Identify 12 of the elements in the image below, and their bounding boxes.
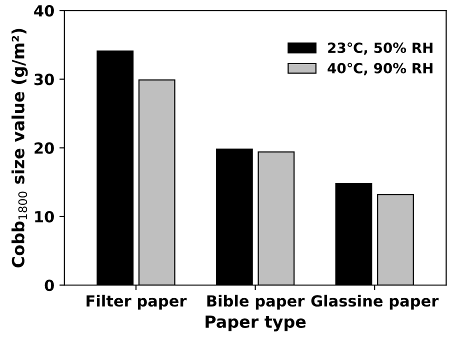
x-axis-title: Paper type	[206, 316, 306, 332]
x-tick-label: Filter paper	[86, 294, 187, 310]
legend-label: 23℃, 50% RH	[328, 42, 432, 55]
y-tick-label: 10	[35, 210, 54, 222]
x-tick-label: Bible paper	[207, 294, 305, 310]
y-tick-label: 20	[34, 142, 54, 154]
y-axis-title: Cobb$_{1800}$ size value (g/m²)	[12, 28, 28, 268]
y-tick-label: 30	[34, 74, 54, 86]
y-tick-label: 0	[44, 280, 54, 292]
x-tick-label: Glassine paper	[311, 294, 439, 310]
y-tick-label: 40	[34, 5, 54, 17]
legend-label: 40℃, 90% RH	[328, 62, 432, 76]
